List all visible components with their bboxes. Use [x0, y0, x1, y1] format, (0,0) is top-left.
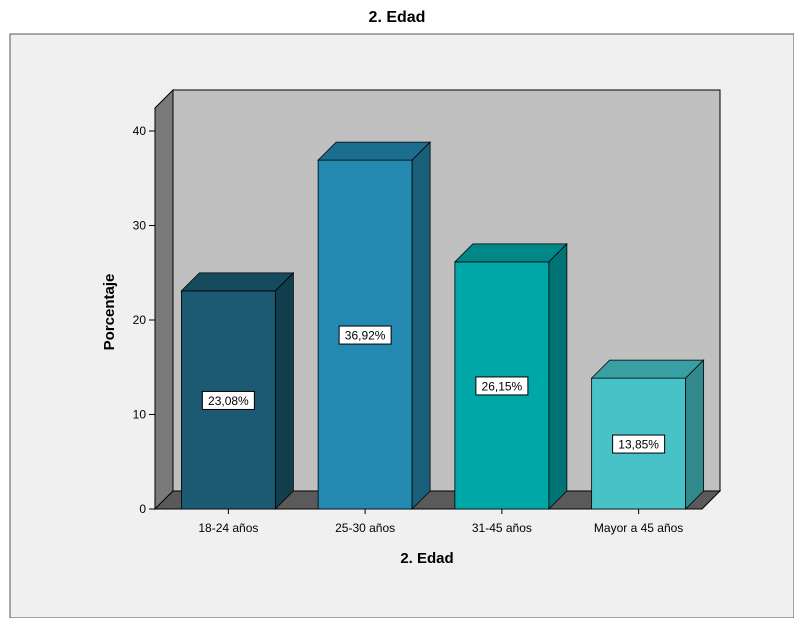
- y-tick-label: 30: [133, 219, 147, 233]
- plot-frame: [153, 88, 722, 511]
- bar-1: 23,08%: [180, 271, 295, 510]
- bar-side: [274, 271, 294, 510]
- data-label: 26,15%: [482, 379, 523, 393]
- data-label: 23,08%: [208, 394, 249, 408]
- x-axis: 18-24 años 25-30 años 31-45 años Mayor a 45…: [198, 509, 683, 535]
- x-tick-label: 25-30 años: [335, 521, 395, 535]
- data-label: 36,92%: [345, 329, 386, 343]
- bar-top: [180, 272, 295, 292]
- y-tick-label: 10: [133, 408, 147, 422]
- bar-top: [590, 359, 705, 379]
- y-tick-label: 0: [139, 502, 146, 516]
- bar-4: 13,85%: [590, 359, 705, 510]
- x-axis-title: 2. Edad: [400, 550, 453, 567]
- bar-side: [685, 359, 705, 510]
- bars: 23,08% 36,92% 26,15% 13,85%: [180, 141, 705, 510]
- plot-left-wall: [154, 88, 174, 511]
- bar-2: 36,92%: [317, 141, 432, 510]
- bar-side: [548, 242, 568, 510]
- data-label-box: [338, 325, 392, 345]
- x-tick-label: 18-24 años: [198, 521, 258, 535]
- data-label-box: [475, 376, 529, 396]
- data-label-box: [612, 434, 666, 454]
- bar-3: 26,15%: [453, 242, 568, 510]
- chart-title: 2. Edad: [368, 9, 426, 26]
- bar-side: [411, 141, 431, 510]
- y-axis-title: Porcentaje: [101, 274, 118, 351]
- data-label: 13,85%: [618, 438, 659, 452]
- y-tick-label: 20: [133, 313, 147, 327]
- data-label-box: [201, 390, 255, 410]
- bar-top: [453, 243, 568, 263]
- y-tick-label: 40: [133, 124, 147, 138]
- x-tick-label: Mayor a 45 años: [594, 521, 683, 535]
- y-axis: 0 10 20 30 40: [133, 124, 156, 516]
- bar-top: [317, 141, 432, 161]
- x-tick-label: 31-45 años: [472, 521, 532, 535]
